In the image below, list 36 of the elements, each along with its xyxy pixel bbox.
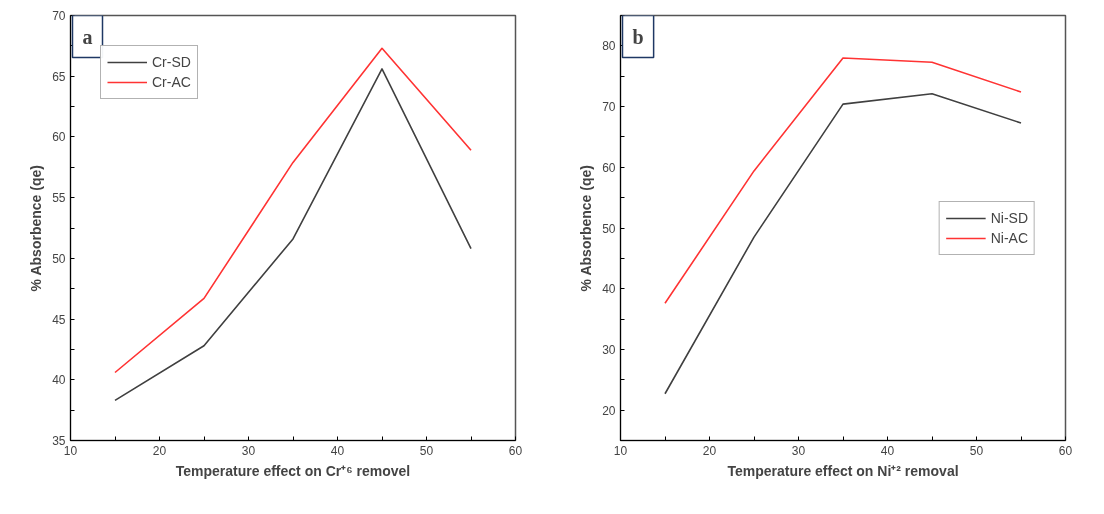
y-tick-label: 35 xyxy=(52,434,66,448)
annotation: a xyxy=(82,25,93,48)
x-tick-label: 30 xyxy=(241,443,256,458)
y-tick-label: 50 xyxy=(602,221,616,236)
y-tick-label: 40 xyxy=(52,373,66,388)
y-tick-label: 45 xyxy=(52,312,66,327)
y-tick-label: 55 xyxy=(52,191,66,206)
annotation: b xyxy=(632,25,644,48)
y-axis-title: % Absorbence (qe) xyxy=(578,165,595,292)
y-tick-label: 20 xyxy=(602,403,616,418)
legend-label: Ni-AC xyxy=(990,229,1028,246)
legend-label: Cr-AC xyxy=(152,74,191,90)
y-axis-title: % Absorbence (qe) xyxy=(28,165,45,292)
y-tick-label: 80 xyxy=(602,39,616,54)
x-tick-label: 20 xyxy=(152,443,167,458)
y-tick-label: 60 xyxy=(602,160,616,175)
y-tick-label: 30 xyxy=(602,342,616,357)
x-tick-label: 20 xyxy=(702,443,717,458)
x-tick-label: 60 xyxy=(1058,443,1073,458)
x-tick-label: 50 xyxy=(419,443,434,458)
y-tick-label: 65 xyxy=(52,69,66,84)
x-tick-label: 30 xyxy=(791,443,806,458)
y-tick-label: 70 xyxy=(602,100,616,115)
x-tick-label: 60 xyxy=(508,443,523,458)
x-axis-title: Temperature effect on Ni⁺² removal xyxy=(727,462,959,479)
x-axis-title: Temperature effect on Cr⁺⁶ removel xyxy=(175,462,411,479)
legend-label: Cr-SD xyxy=(152,54,191,70)
x-tick-label: 10 xyxy=(613,443,628,458)
x-tick-label: 40 xyxy=(880,443,895,458)
y-tick-label: 60 xyxy=(52,130,66,145)
x-tick-label: 50 xyxy=(969,443,984,458)
y-tick-label: 40 xyxy=(602,282,616,297)
legend-label: Ni-SD xyxy=(990,209,1028,226)
x-tick-label: 40 xyxy=(330,443,345,458)
y-tick-label: 70 xyxy=(52,9,66,23)
y-tick-label: 50 xyxy=(52,251,66,266)
